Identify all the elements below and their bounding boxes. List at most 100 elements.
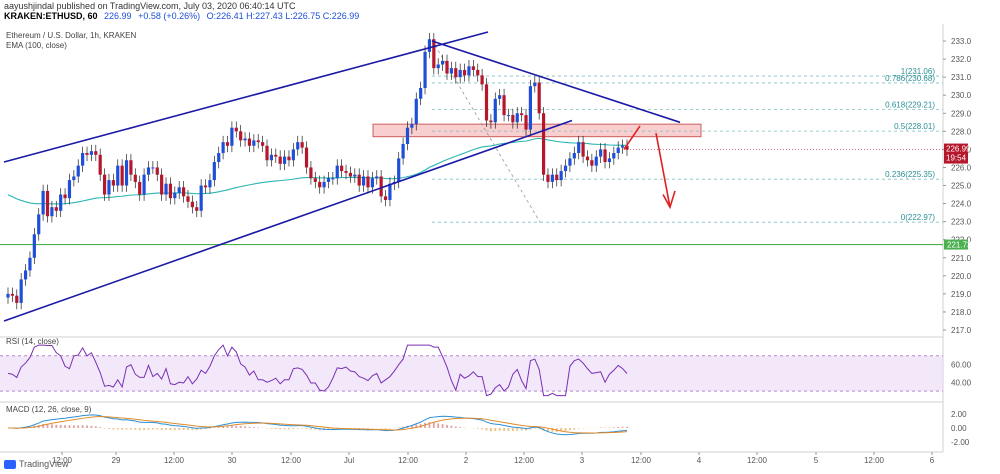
x-tick-label: 2 — [464, 456, 469, 465]
rsi-tick-label: 60.00 — [951, 361, 972, 370]
current-price-label: 226.99 — [104, 11, 132, 21]
candle-body — [388, 183, 392, 200]
symbol-info: KRAKEN:ETHUSD, 60 226.99 +0.58 (+0.26%) … — [4, 11, 363, 22]
chart-header: aayushjindal published on TradingView.co… — [0, 0, 1000, 22]
candle-body — [107, 180, 111, 195]
x-tick-label: 12:00 — [747, 456, 768, 465]
candle-body — [607, 158, 612, 163]
candle-body — [462, 69, 467, 76]
macd-line — [7, 414, 628, 436]
support-price-label: 221.73 — [947, 241, 972, 250]
ema-indicator-label: EMA (100, close) — [6, 41, 67, 50]
descending-trend-line — [431, 40, 681, 124]
candle-body — [313, 178, 317, 182]
candle-body — [432, 39, 436, 69]
candle-body — [340, 165, 344, 172]
candle-body — [581, 142, 585, 157]
candle-body — [168, 183, 173, 199]
candle-body — [160, 174, 164, 195]
candle-body — [375, 176, 379, 179]
candle-body — [590, 160, 594, 166]
candle-body — [489, 120, 493, 123]
candle-body — [278, 156, 282, 164]
candle-body — [331, 178, 335, 180]
bar-countdown-label: 19:54 — [946, 154, 967, 163]
x-tick-label: 12:00 — [514, 456, 535, 465]
candle-body — [239, 131, 243, 141]
candle-body — [261, 142, 265, 146]
candle-body — [423, 51, 427, 88]
candle-body — [234, 127, 238, 132]
macd-tick-label: 0.00 — [951, 424, 967, 433]
candle-body — [546, 174, 550, 182]
candle-body — [533, 82, 537, 87]
x-tick-label: 12:00 — [398, 456, 419, 465]
candle-body — [383, 196, 388, 200]
x-tick-label: 12:00 — [281, 456, 302, 465]
y-tick-label: 219.0 — [951, 290, 972, 299]
candle-body — [32, 234, 36, 258]
fib-level-label: 0.236(225.35) — [885, 170, 935, 179]
channel-upper-line — [3, 31, 489, 163]
candle-body — [116, 165, 120, 186]
chart-title: Ethereum / U.S. Dollar, 1h, KRAKEN — [6, 31, 136, 40]
ema-line — [7, 137, 628, 205]
x-tick-label: 4 — [697, 456, 702, 465]
y-tick-label: 225.0 — [951, 182, 972, 191]
candle-body — [164, 183, 168, 195]
candle-body — [572, 153, 576, 159]
publisher-line: aayushjindal published on TradingView.co… — [4, 1, 296, 11]
candle-body — [599, 149, 603, 157]
candle-body — [524, 115, 528, 130]
y-tick-label: 223.0 — [951, 218, 972, 227]
candle-body — [309, 167, 313, 179]
candle-body — [282, 156, 287, 164]
candle-body — [515, 113, 519, 123]
last-price-tag — [944, 143, 968, 164]
candle-body — [265, 145, 269, 161]
y-tick-label: 228.0 — [951, 127, 972, 136]
candle-body — [379, 176, 383, 197]
candle-body — [476, 69, 480, 76]
y-tick-label: 232.0 — [951, 55, 972, 64]
candle-body — [541, 113, 546, 175]
candle-body — [72, 176, 76, 181]
candle-body — [217, 153, 221, 163]
candle-body — [621, 145, 625, 148]
candle-body — [19, 279, 23, 303]
candle-body — [559, 171, 563, 181]
candle-body — [10, 293, 14, 296]
candle-body — [63, 194, 67, 199]
candle-body — [124, 160, 129, 186]
candle-body — [203, 185, 208, 188]
candle-body — [436, 64, 440, 69]
candle-body — [577, 142, 581, 154]
candle-body — [15, 295, 19, 303]
candle-body — [59, 194, 63, 211]
y-tick-label: 233.0 — [951, 37, 972, 46]
candle-body — [173, 192, 177, 199]
rsi-label: RSI (14, close) — [6, 337, 59, 346]
macd-signal-line — [7, 416, 628, 434]
tradingview-branding: TradingView — [4, 459, 69, 469]
candle-body — [182, 187, 186, 197]
candle-body — [89, 151, 94, 155]
candle-body — [370, 178, 374, 188]
x-tick-label: 12:00 — [631, 456, 652, 465]
candle-body — [454, 68, 458, 78]
candle-body — [612, 153, 616, 159]
candle-body — [449, 68, 453, 74]
candle-body — [102, 174, 107, 195]
candle-body — [221, 142, 225, 154]
y-tick-label: 218.0 — [951, 308, 972, 317]
candle-body — [41, 190, 45, 215]
candle-body — [45, 190, 50, 217]
candle-body — [195, 207, 199, 211]
candle-body — [625, 145, 629, 150]
price-change-label: +0.58 (+0.26%) — [138, 11, 201, 21]
fib-level-label: 0.618(229.21) — [885, 100, 935, 109]
macd-label: MACD (12, 26, close, 9) — [6, 405, 92, 414]
fib-level-label: 1(231.06) — [901, 67, 936, 76]
candle-body — [138, 181, 142, 195]
